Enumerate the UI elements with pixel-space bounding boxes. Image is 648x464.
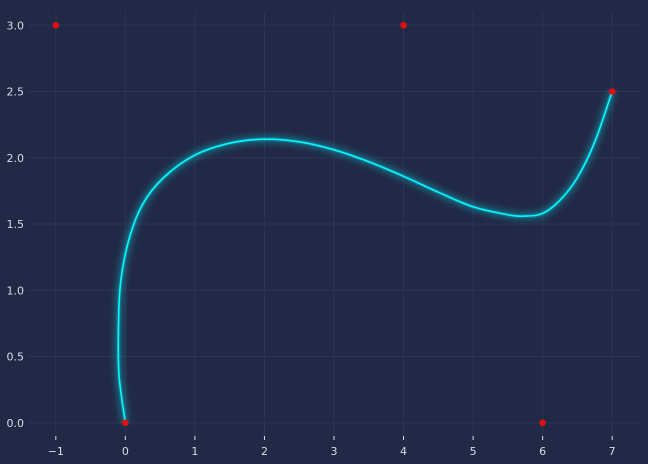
y-tick-label: 2.5: [7, 86, 25, 99]
control-point: [608, 88, 616, 95]
control-points-series: [52, 21, 616, 427]
y-tick-label: 1.5: [7, 218, 25, 231]
x-tick-label: 1: [191, 445, 198, 458]
curve-glow: [113, 90, 617, 424]
control-point: [400, 21, 407, 29]
y-tick-label: 0.5: [7, 351, 25, 364]
x-tick-label: 5: [470, 445, 477, 458]
x-tick-label: 7: [609, 445, 616, 458]
y-tick-label: 0.0: [7, 417, 25, 430]
control-point: [52, 21, 60, 29]
x-tick-label: 2: [261, 445, 268, 458]
control-point: [122, 419, 129, 427]
y-tick-label: 1.0: [7, 284, 25, 297]
y-axis-ticks: 0.0 0.5 1.0 1.5 2.0 2.5 3.0: [7, 19, 25, 430]
y-tick-label: 2.0: [7, 152, 25, 165]
x-axis-ticks: −1 0 1 2 3 4 5 6 7: [48, 436, 616, 458]
curve-line: [117, 91, 613, 423]
grid: [28, 12, 640, 436]
x-tick-label: 0: [122, 445, 129, 458]
x-tick-label: 3: [331, 445, 338, 458]
curve-halo: [116, 90, 615, 424]
control-point: [539, 419, 546, 427]
y-tick-label: 3.0: [7, 19, 25, 32]
x-tick-label: −1: [48, 445, 64, 458]
curve-series: [113, 90, 617, 424]
x-tick-label: 6: [539, 445, 546, 458]
x-tick-label: 4: [400, 445, 407, 458]
